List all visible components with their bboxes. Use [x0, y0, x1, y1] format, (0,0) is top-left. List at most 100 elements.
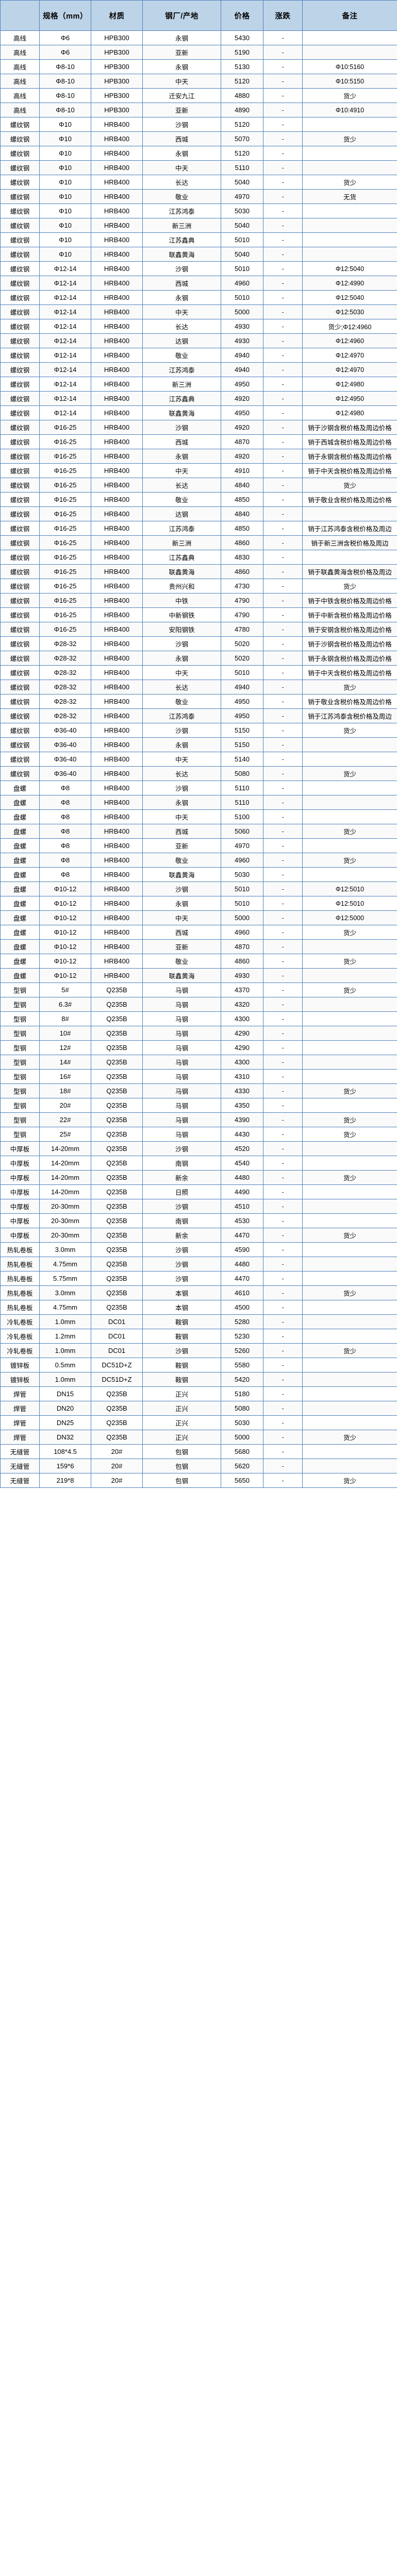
cell-name: 型钢 [0, 1112, 40, 1127]
table-row: 中厚板 20-30mm Q235B 南钢 4530- [0, 1213, 397, 1228]
cell-name: 高线 [0, 103, 40, 117]
cell-chg: - [263, 1098, 303, 1113]
cell-mat: Q235B [91, 1112, 143, 1127]
table-row: 冷轧卷板 1.2mm DC01 鞍钢 5230- [0, 1329, 397, 1344]
cell-mill: 沙钢 [142, 117, 221, 132]
cell-chg: - [263, 694, 303, 709]
cell-name: 盘螺 [0, 925, 40, 940]
cell-chg: - [263, 867, 303, 882]
cell-chg: - [263, 1055, 303, 1070]
cell-mat: HPB300 [91, 59, 143, 74]
cell-spec: Φ16-25 [39, 434, 91, 449]
cell-mat: HRB400 [91, 247, 143, 262]
cell-note: Φ12:4950 [302, 391, 397, 406]
cell-spec: 1.0mm [39, 1372, 91, 1387]
cell-price: 5080 [221, 766, 263, 781]
cell-spec: 3.0mm [39, 1285, 91, 1300]
table-row: 盘螺 Φ10-12 HRB400 永钢 5010- Φ12:5010 [0, 896, 397, 911]
cell-note: 销于江苏鸿泰含税价格及周边 [302, 708, 397, 723]
cell-mill: 长达 [142, 478, 221, 493]
cell-price: 5120 [221, 146, 263, 161]
cell-mill: 敬业 [142, 694, 221, 709]
cell-price: 5650 [221, 1473, 263, 1488]
cell-chg: - [263, 45, 303, 60]
cell-chg: - [263, 1156, 303, 1171]
cell-mat: HRB400 [91, 204, 143, 218]
cell-price: 4920 [221, 391, 263, 406]
cell-name: 螺纹钢 [0, 506, 40, 521]
cell-name: 螺纹钢 [0, 117, 40, 132]
cell-spec: 12# [39, 1040, 91, 1055]
cell-note: 销于敬业含税价格及周边价格 [302, 492, 397, 507]
cell-note: 货少 [302, 1170, 397, 1185]
cell-spec: Φ28-32 [39, 680, 91, 694]
cell-mill: 沙钢 [142, 1199, 221, 1214]
cell-spec: Φ10-12 [39, 968, 91, 983]
cell-price: 4910 [221, 463, 263, 478]
cell-note [302, 1329, 397, 1344]
cell-chg: - [263, 579, 303, 594]
cell-name: 螺纹钢 [0, 146, 40, 161]
cell-price: 5190 [221, 45, 263, 60]
cell-mill: 马钢 [142, 1026, 221, 1041]
cell-chg: - [263, 478, 303, 493]
cell-spec: Φ12-14 [39, 304, 91, 319]
cell-chg: - [263, 882, 303, 896]
cell-mat: HRB400 [91, 160, 143, 175]
cell-price: 4470 [221, 1271, 263, 1286]
cell-spec: 219*8 [39, 1473, 91, 1488]
cell-mat: HRB400 [91, 896, 143, 911]
cell-name: 盘螺 [0, 824, 40, 839]
cell-spec: Φ10-12 [39, 896, 91, 911]
cell-mill: 正兴 [142, 1401, 221, 1416]
cell-name: 型钢 [0, 982, 40, 997]
cell-note: 货少 [302, 1343, 397, 1358]
cell-mat: HRB400 [91, 261, 143, 276]
cell-price: 4390 [221, 1112, 263, 1127]
cell-mill: 沙钢 [142, 882, 221, 896]
cell-spec: Φ8-10 [39, 74, 91, 89]
table-header: 规格（mm） 材质 钢厂/产地 价格 涨跌 备注 [0, 0, 397, 31]
cell-name: 无缝管 [0, 1473, 40, 1488]
cell-price: 5010 [221, 290, 263, 305]
cell-mill: 西城 [142, 824, 221, 839]
cell-mill: 本钢 [142, 1300, 221, 1315]
cell-chg: - [263, 1473, 303, 1488]
cell-chg: - [263, 593, 303, 608]
cell-mat: Q235B [91, 1257, 143, 1272]
cell-spec: Φ16-25 [39, 478, 91, 493]
cell-mill: 马钢 [142, 1069, 221, 1084]
table-row: 螺纹钢 Φ36-40 HRB400 永钢 5150- [0, 737, 397, 752]
cell-name: 螺纹钢 [0, 521, 40, 536]
cell-chg: - [263, 939, 303, 954]
cell-mill: 西城 [142, 434, 221, 449]
cell-spec: 108*4.5 [39, 1444, 91, 1459]
cell-mat: HRB400 [91, 622, 143, 637]
cell-price: 5030 [221, 867, 263, 882]
cell-name: 螺纹钢 [0, 680, 40, 694]
cell-name: 型钢 [0, 1026, 40, 1041]
cell-mat: DC51D+Z [91, 1372, 143, 1387]
table-row: 螺纹钢 Φ28-32 HRB400 敬业 4950- 销于敬业含税价格及周边价格 [0, 694, 397, 709]
cell-mill: 敬业 [142, 853, 221, 868]
cell-note [302, 1415, 397, 1430]
cell-chg: - [263, 1329, 303, 1344]
steel-price-sheet: 规格（mm） 材质 钢厂/产地 价格 涨跌 备注 高线 Φ6 HPB300 永钢 543… [0, 0, 397, 1488]
cell-spec: Φ28-32 [39, 665, 91, 680]
cell-name: 螺纹钢 [0, 391, 40, 406]
table-row: 螺纹钢 Φ12-14 HRB400 联鑫黄海 4950- Φ12:4980 [0, 405, 397, 420]
cell-mill: 联鑫黄海 [142, 247, 221, 262]
cell-mill: 正兴 [142, 1430, 221, 1445]
cell-mat: Q235B [91, 1055, 143, 1070]
table-row: 中厚板 14-20mm Q235B 南钢 4540- [0, 1156, 397, 1171]
cell-chg: - [263, 535, 303, 550]
cell-spec: Φ16-25 [39, 449, 91, 464]
cell-note [302, 1141, 397, 1156]
table-row: 螺纹钢 Φ12-14 HRB400 永钢 5010- Φ12:5040 [0, 290, 397, 305]
cell-price: 4330 [221, 1083, 263, 1098]
cell-price: 5070 [221, 131, 263, 146]
cell-price: 4780 [221, 622, 263, 637]
cell-chg: - [263, 622, 303, 637]
cell-mat: HRB400 [91, 954, 143, 969]
cell-mill: 长达 [142, 766, 221, 781]
